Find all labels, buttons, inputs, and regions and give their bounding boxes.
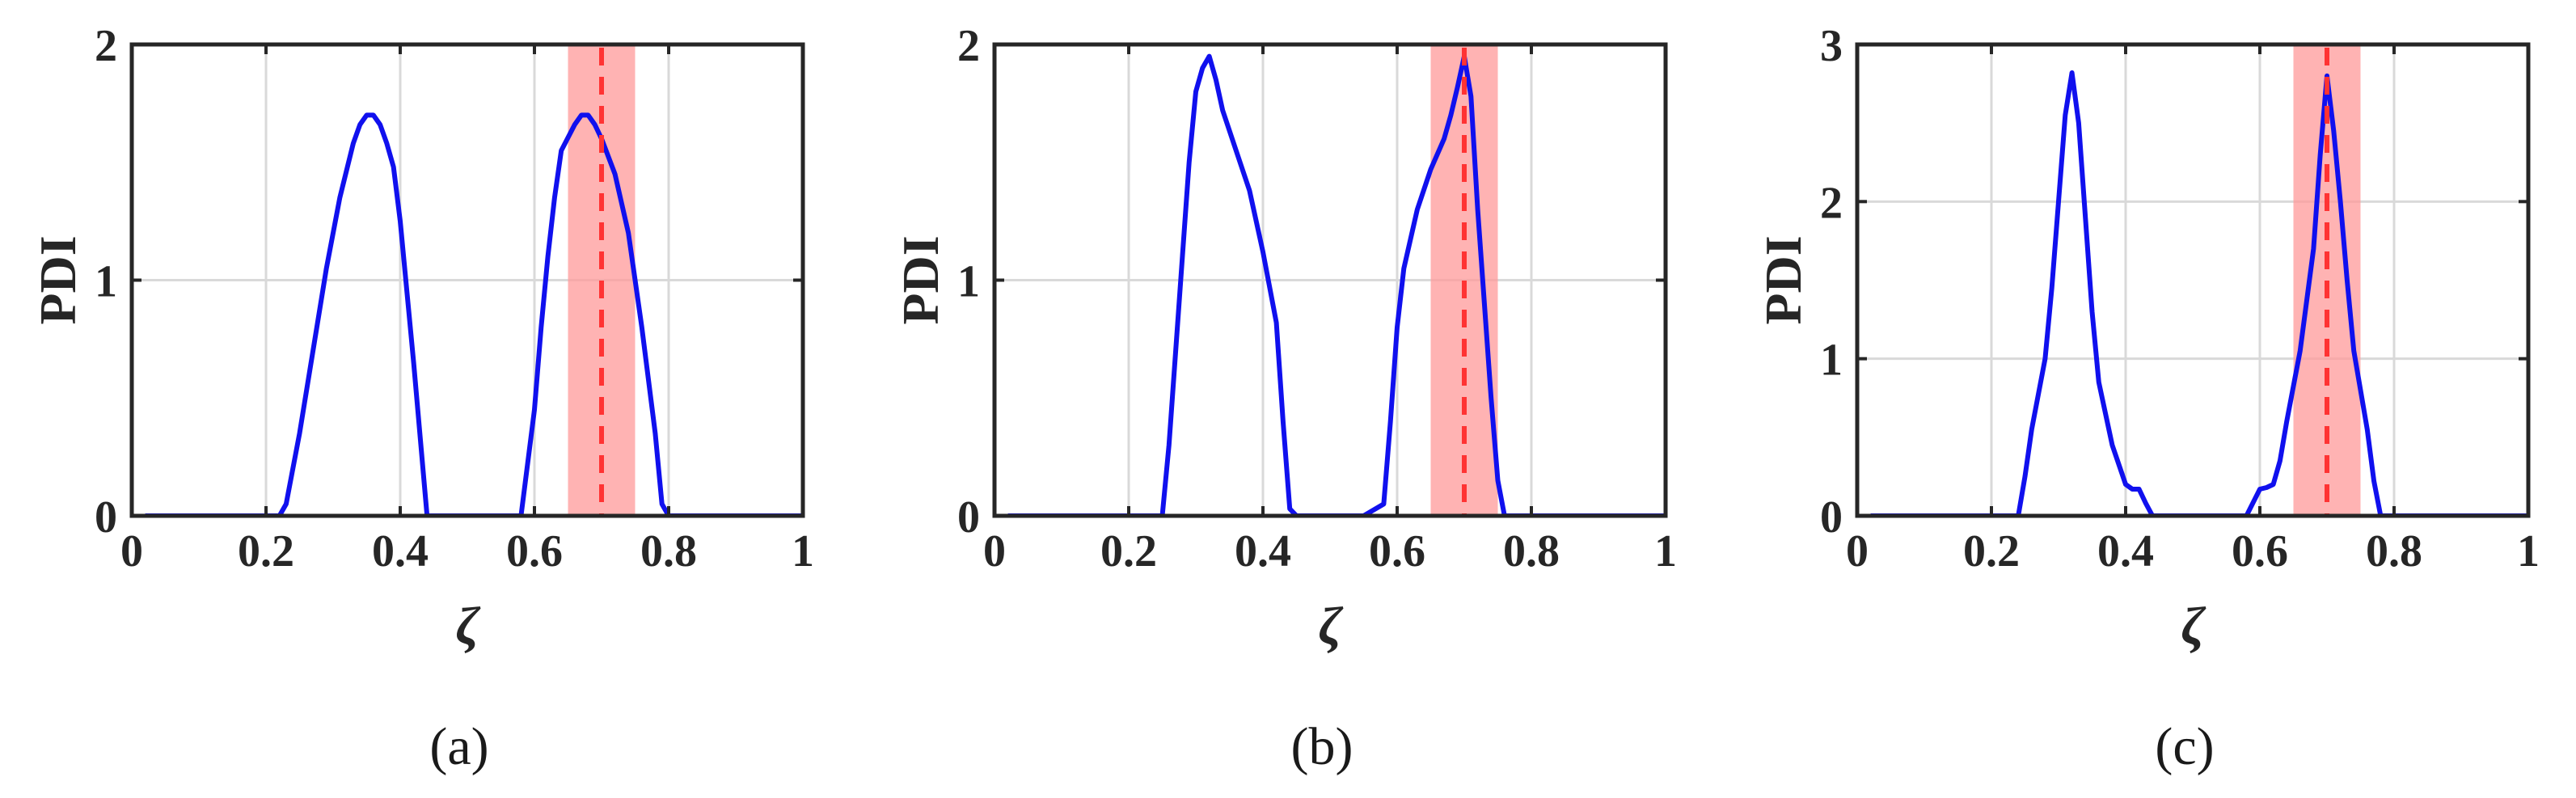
x-tick-label: 0 [120, 526, 143, 576]
y-axis-label: PDI [892, 235, 949, 324]
y-axis-label: PDI [1755, 235, 1812, 324]
panel-label: (c) [2155, 717, 2214, 776]
y-tick-label: 2 [95, 21, 117, 71]
y-tick-label: 0 [1820, 492, 1843, 543]
x-tick-label: 1 [1654, 526, 1677, 576]
x-tick-label: 0.6 [506, 526, 563, 576]
x-tick-label: 1 [2517, 526, 2540, 576]
x-tick-label: 0.6 [1369, 526, 1425, 576]
x-tick-label: 1 [792, 526, 814, 576]
x-axis-label: ζ [455, 597, 480, 656]
axes-box [1855, 42, 2531, 518]
y-tick-label: 2 [1820, 178, 1843, 228]
x-tick-label: 0.2 [238, 526, 294, 576]
x-tick-label: 0 [1846, 526, 1869, 576]
chart-panel-c: 0 0.2 0.4 0.6 0.8 1 0 1 2 3 ζ PDI (c) [1755, 21, 2540, 776]
x-tick-label: 0.4 [1235, 526, 1291, 576]
y-tick-label: 1 [1820, 336, 1843, 386]
x-axis-label: ζ [2181, 597, 2206, 656]
y-tick-label: 0 [95, 492, 117, 543]
x-tick-label: 0.6 [2232, 526, 2288, 576]
y-tick-label: 1 [957, 257, 980, 307]
x-tick-label: 0.4 [372, 526, 429, 576]
x-tick-label: 0.2 [1963, 526, 2020, 576]
y-axis-label: PDI [29, 235, 87, 324]
x-tick-label: 0.2 [1100, 526, 1157, 576]
x-tick-label: 0 [983, 526, 1006, 576]
y-tick-label: 0 [957, 492, 980, 543]
x-tick-label: 0.4 [2097, 526, 2154, 576]
chart-panel-a: 0 0.2 0.4 0.6 0.8 1 0 1 2 ζ PDI (a) [29, 21, 814, 776]
y-tick-label: 1 [95, 257, 117, 307]
x-tick-label: 0.8 [2366, 526, 2422, 576]
y-tick-label: 3 [1820, 21, 1843, 71]
x-tick-label: 0.8 [640, 526, 697, 576]
chart-panel-b: 0 0.2 0.4 0.6 0.8 1 0 1 2 ζ PDI (b) [892, 21, 1677, 776]
y-tick-label: 2 [957, 21, 980, 71]
series-line-1 [145, 112, 803, 516]
panel-label: (a) [429, 717, 488, 776]
series-line-1 [1007, 53, 1666, 516]
x-axis-label: ζ [1318, 597, 1343, 656]
series-line-1 [1870, 70, 2528, 516]
plot-area [1857, 44, 2528, 516]
panel-label: (b) [1291, 717, 1353, 776]
x-tick-label: 0.8 [1503, 526, 1560, 576]
